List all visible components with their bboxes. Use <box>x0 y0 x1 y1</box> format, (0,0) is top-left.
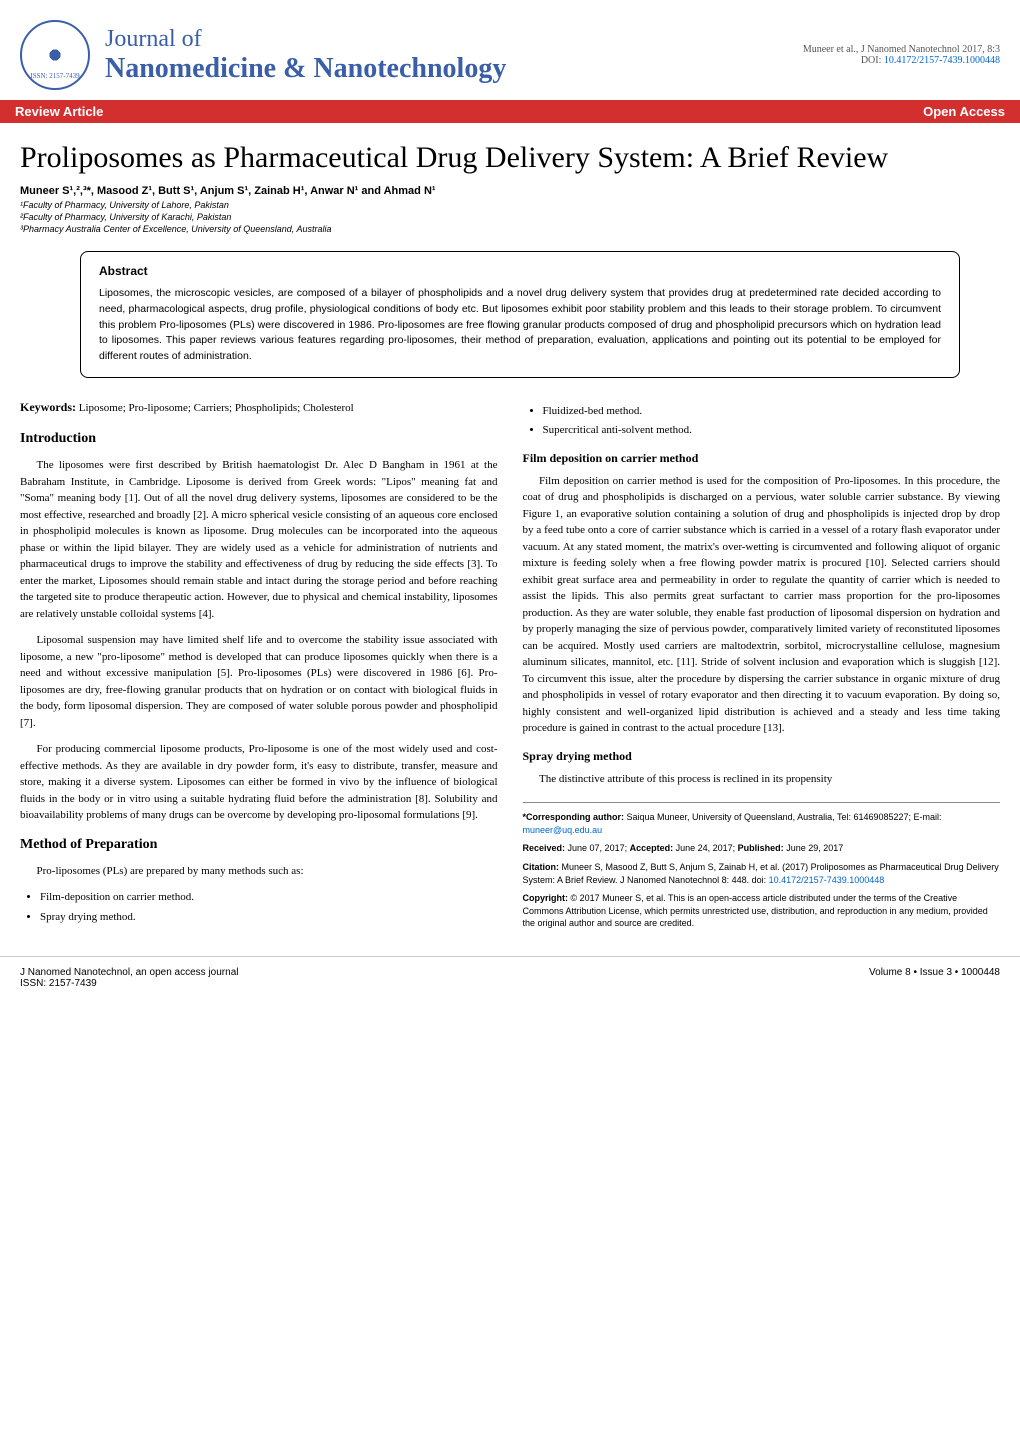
open-access-label: Open Access <box>923 104 1005 119</box>
journal-title-line1: Journal of <box>105 26 803 53</box>
method-bullet-4: Supercritical anti-solvent method. <box>543 422 1001 439</box>
copyright-text: © 2017 Muneer S, et al. This is an open-… <box>523 893 988 928</box>
corresponding-author-box: *Corresponding author: Saiqua Muneer, Un… <box>523 802 1001 930</box>
method-intro: Pro-liposomes (PLs) are prepared by many… <box>20 863 498 880</box>
film-deposition-para: Film deposition on carrier method is use… <box>523 473 1001 737</box>
footer-issn: ISSN: 2157-7439 <box>20 978 238 989</box>
dates-line: Received: June 07, 2017; Accepted: June … <box>523 842 1001 855</box>
spray-drying-para: The distinctive attribute of this proces… <box>523 771 1001 788</box>
published-date: June 29, 2017 <box>786 843 843 853</box>
citation-block: Citation: Muneer S, Masood Z, Butt S, An… <box>523 861 1001 886</box>
published-label: Published: <box>738 843 787 853</box>
corresponding-author: *Corresponding author: Saiqua Muneer, Un… <box>523 811 1001 836</box>
corresponding-text: Saiqua Muneer, University of Queensland,… <box>627 812 942 822</box>
accepted-date: June 24, 2017; <box>676 843 738 853</box>
logo-issn: ISSN: 2157-7439 <box>30 72 79 80</box>
introduction-heading: Introduction <box>20 428 498 449</box>
accepted-label: Accepted: <box>630 843 676 853</box>
footer-right: Volume 8 • Issue 3 • 1000448 <box>869 967 1000 989</box>
journal-title-block: Journal of Nanomedicine & Nanotechnology <box>105 26 803 85</box>
page-footer: J Nanomed Nanotechnol, an open access jo… <box>0 956 1020 999</box>
doi-link[interactable]: 10.4172/2157-7439.1000448 <box>884 55 1000 66</box>
citation-doi[interactable]: 10.4172/2157-7439.1000448 <box>769 875 885 885</box>
article-type-banner: Review Article Open Access <box>0 100 1020 123</box>
intro-para-3: For producing commercial liposome produc… <box>20 741 498 824</box>
footer-journal: J Nanomed Nanotechnol, an open access jo… <box>20 967 238 978</box>
citation-label: Citation: <box>523 862 562 872</box>
spray-drying-heading: Spray drying method <box>523 747 1001 765</box>
two-column-body: Keywords: Liposome; Pro-liposome; Carrie… <box>0 393 1020 956</box>
citation-text: Muneer S, Masood Z, Butt S, Anjum S, Zai… <box>523 862 999 885</box>
footer-left: J Nanomed Nanotechnol, an open access jo… <box>20 967 238 989</box>
doi-line: DOI: 10.4172/2157-7439.1000448 <box>803 55 1000 66</box>
method-bullet-2: Spray drying method. <box>40 909 498 926</box>
journal-logo: ISSN: 2157-7439 <box>20 20 90 90</box>
journal-title-line2: Nanomedicine & Nanotechnology <box>105 53 803 85</box>
author-list: Muneer S¹,²,³*, Masood Z¹, Butt S¹, Anju… <box>0 185 1020 200</box>
affiliation-3: ³Pharmacy Australia Center of Excellence… <box>0 224 1020 236</box>
keywords-text: Liposome; Pro-liposome; Carriers; Phosph… <box>76 402 354 414</box>
article-title: Proliposomes as Pharmaceutical Drug Deli… <box>0 123 1020 185</box>
received-label: Received: <box>523 843 568 853</box>
copyright-block: Copyright: © 2017 Muneer S, et al. This … <box>523 892 1001 930</box>
keywords-label: Keywords: <box>20 400 76 414</box>
intro-para-1: The liposomes were first described by Br… <box>20 457 498 622</box>
left-column: Keywords: Liposome; Pro-liposome; Carrie… <box>20 398 498 936</box>
method-bullets-right: Fluidized-bed method. Supercritical anti… <box>543 403 1001 439</box>
abstract-heading: Abstract <box>99 264 941 278</box>
corresponding-label: *Corresponding author: <box>523 812 627 822</box>
logo-graphic <box>35 35 75 75</box>
article-type: Review Article <box>15 104 103 119</box>
short-citation: Muneer et al., J Nanomed Nanotechnol 201… <box>803 44 1000 55</box>
header-citation-block: Muneer et al., J Nanomed Nanotechnol 201… <box>803 44 1000 66</box>
affiliation-1: ¹Faculty of Pharmacy, University of Laho… <box>0 200 1020 212</box>
method-heading: Method of Preparation <box>20 834 498 855</box>
affiliation-2: ²Faculty of Pharmacy, University of Kara… <box>0 212 1020 224</box>
method-bullets-left: Film-deposition on carrier method. Spray… <box>40 889 498 925</box>
film-deposition-heading: Film deposition on carrier method <box>523 449 1001 467</box>
received-date: June 07, 2017; <box>568 843 630 853</box>
intro-para-2: Liposomal suspension may have limited sh… <box>20 632 498 731</box>
abstract-text: Liposomes, the microscopic vesicles, are… <box>99 286 941 365</box>
page-header: ISSN: 2157-7439 Journal of Nanomedicine … <box>0 0 1020 100</box>
copyright-label: Copyright: <box>523 893 571 903</box>
doi-label: DOI: <box>861 55 884 66</box>
method-bullet-1: Film-deposition on carrier method. <box>40 889 498 906</box>
keywords-block: Keywords: Liposome; Pro-liposome; Carrie… <box>20 398 498 417</box>
corresponding-email[interactable]: muneer@uq.edu.au <box>523 825 603 835</box>
method-bullet-3: Fluidized-bed method. <box>543 403 1001 420</box>
abstract-box: Abstract Liposomes, the microscopic vesi… <box>80 251 960 378</box>
right-column: Fluidized-bed method. Supercritical anti… <box>523 398 1001 936</box>
